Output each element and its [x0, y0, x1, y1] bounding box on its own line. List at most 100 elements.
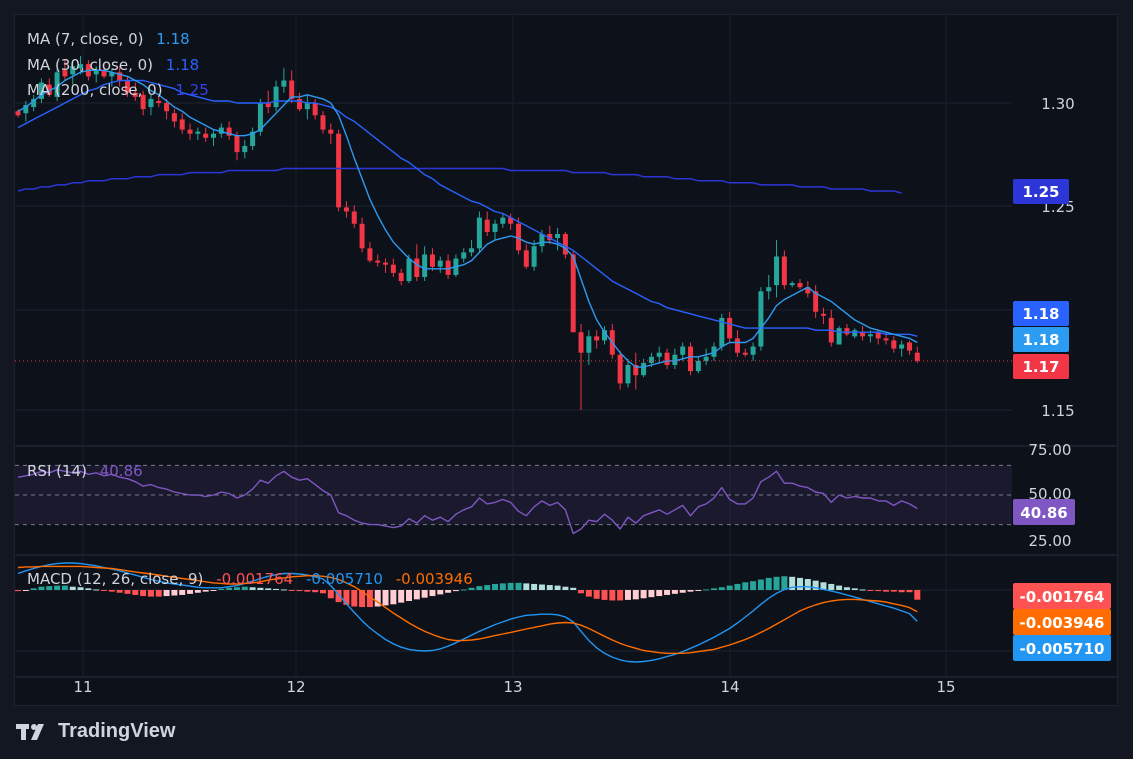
candle-body: [179, 119, 185, 130]
macd-histogram-bar: [249, 587, 256, 590]
candle-body: [703, 356, 709, 361]
macd-histogram-bar: [241, 586, 248, 590]
macd-histogram-bar: [546, 585, 553, 590]
candle-body: [633, 364, 639, 376]
macd-histogram-bar: [820, 582, 827, 590]
candle-body: [304, 103, 310, 110]
candle-body: [437, 260, 443, 267]
candle-body: [265, 103, 271, 108]
price-tick-label: 1.15: [1041, 402, 1074, 420]
candle-body: [406, 258, 412, 282]
macd-histogram-bar: [531, 583, 538, 590]
macd-histogram-bar: [210, 590, 217, 591]
candle-body: [602, 330, 607, 341]
candle-body: [383, 262, 389, 265]
candle-body: [351, 211, 357, 224]
candle-body: [688, 346, 694, 372]
candle-body: [539, 233, 545, 247]
candle-body: [195, 131, 201, 134]
macd-legend-macd: -0.005710: [306, 570, 383, 588]
macd-histogram-bar: [288, 590, 295, 591]
candle-body: [664, 352, 670, 365]
candle-body: [390, 264, 396, 273]
macd-histogram-bar: [437, 590, 444, 595]
macd-histogram-bar: [734, 583, 741, 590]
candle-body: [117, 72, 123, 81]
macd-histogram-bar: [233, 587, 240, 590]
price-axis-label: [1013, 327, 1069, 352]
candle-body: [805, 287, 811, 294]
candle-body: [774, 256, 780, 286]
candle-body: [203, 133, 209, 138]
macd-histogram-bar: [101, 590, 108, 591]
macd-histogram-bar: [687, 590, 694, 592]
macd-histogram-bar: [875, 590, 882, 592]
macd-histogram-bar: [836, 585, 843, 590]
macd-histogram-bar: [406, 590, 412, 601]
candle-body: [422, 254, 428, 277]
candle-body: [867, 334, 873, 337]
legend: MA (7, close, 0) 1.18 MA (30, close, 0) …: [27, 30, 473, 588]
macd-histogram-bar: [421, 590, 428, 598]
macd-histogram-bar: [593, 590, 600, 599]
macd-histogram-bar: [366, 590, 373, 608]
svg-text:RSI (14) 40.86: RSI (14) 40.86: [27, 462, 143, 480]
rsi-tick-label: 25.00: [1029, 532, 1072, 550]
macd-histogram-bar: [429, 590, 436, 597]
price-axis-label-text: 1.18: [1022, 305, 1059, 323]
macd-histogram-bar: [15, 590, 21, 592]
ma30-legend-label: MA (30, close, 0): [27, 56, 153, 74]
candle-body: [398, 272, 404, 282]
macd-histogram-bar: [515, 582, 522, 590]
macd-axis-label-text: -0.005710: [1020, 640, 1105, 658]
macd-histogram-bar: [319, 590, 326, 594]
candle-body: [695, 360, 701, 372]
rsi-legend-label: RSI (14): [27, 462, 87, 480]
rsi-legend-value: 40.86: [100, 462, 143, 480]
candle-body: [641, 362, 647, 376]
candle-body: [140, 94, 146, 110]
macd-histogram-bar: [304, 590, 311, 592]
candle-body: [672, 354, 678, 365]
tradingview-logo[interactable]: TradingView: [16, 720, 175, 743]
candle-body: [844, 328, 850, 335]
macd-histogram-bar: [445, 590, 452, 593]
candle-body: [38, 82, 44, 99]
macd-legend-hist: -0.001764: [216, 570, 293, 588]
time-tick-label: 11: [73, 678, 92, 696]
price-axis-label: [1013, 354, 1069, 379]
candle-body: [46, 84, 52, 95]
price-tick-label: 1.30: [1041, 95, 1074, 113]
macd-histogram-bar: [624, 590, 631, 600]
candle-body: [508, 217, 514, 224]
macd-histogram-bar: [61, 585, 68, 590]
candle-body: [124, 80, 130, 93]
candle-body: [906, 342, 912, 351]
candle-body: [820, 313, 826, 316]
candle-body: [914, 352, 920, 361]
candle-body: [570, 254, 576, 333]
candle-body: [164, 103, 170, 112]
macd-histogram-bar: [413, 590, 420, 600]
macd-histogram-bar: [578, 590, 585, 594]
macd-histogram-bar: [296, 590, 303, 592]
candle-body: [54, 72, 60, 97]
candle-body: [766, 287, 772, 292]
macd-histogram-bar: [257, 587, 264, 590]
macd-histogram-bar: [906, 590, 913, 593]
candle-body: [78, 64, 84, 69]
price-axis-label: [1013, 301, 1069, 326]
macd-histogram-bar: [914, 590, 921, 600]
candle-body: [109, 72, 115, 77]
macd-histogram-bar: [703, 589, 710, 591]
candle-body: [257, 103, 263, 132]
svg-text:MA (200, close, 0) 1.25: MA (200, close, 0) 1.25: [27, 81, 209, 99]
macd-histogram-bar: [452, 590, 459, 592]
macd-histogram-bar: [585, 590, 592, 597]
macd-histogram-bar: [499, 583, 506, 590]
macd-histogram-bar: [116, 590, 123, 593]
macd-histogram-bar: [507, 582, 514, 590]
macd-histogram-bar: [757, 579, 764, 590]
time-tick-label: 13: [503, 678, 522, 696]
